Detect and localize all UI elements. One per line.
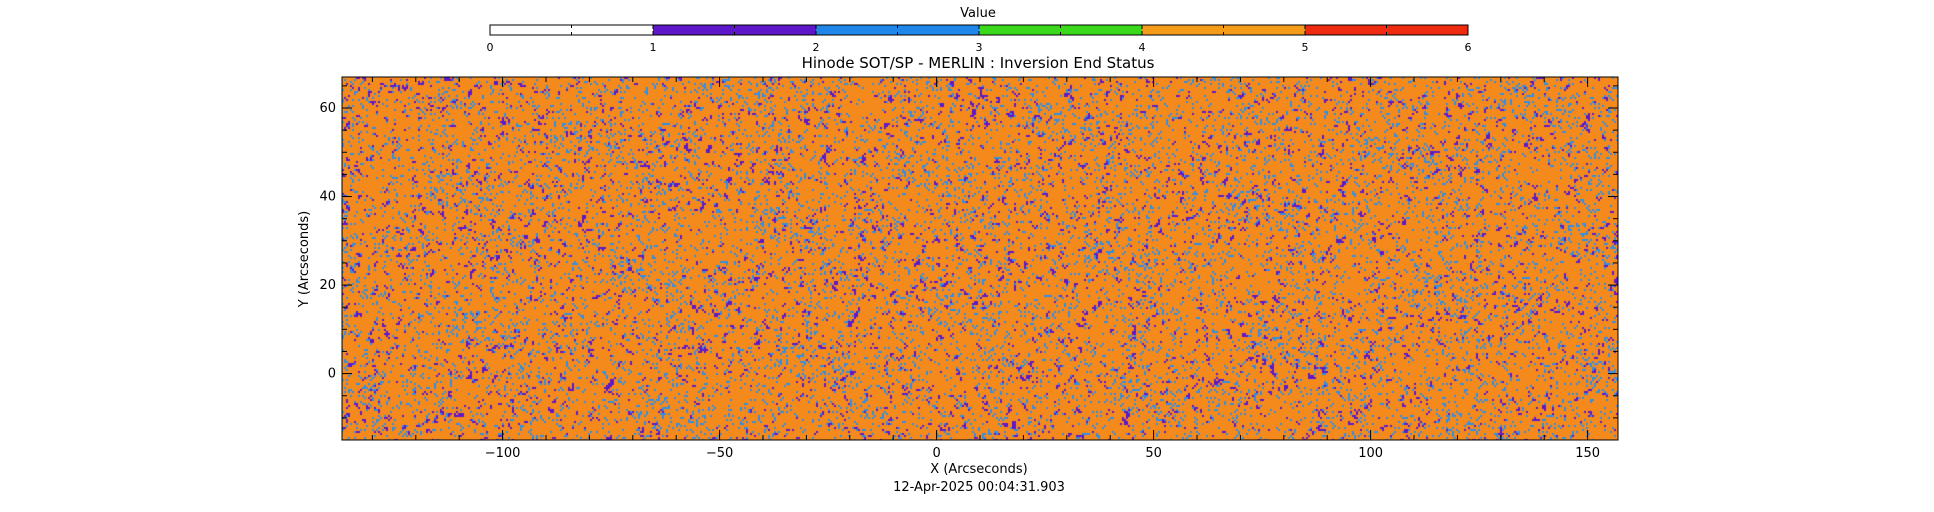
x-axis: −100 −50 0 50 100 150 (371, 77, 1600, 461)
x-axis-label: X (Arcseconds) (930, 462, 1027, 477)
x-tick-label: −100 (485, 446, 521, 461)
x-tick-label: 150 (1575, 446, 1600, 461)
colorbar-tick-label: 1 (650, 41, 657, 54)
colorbar-tick-label: 3 (976, 41, 983, 54)
x-tick-label: 100 (1358, 446, 1383, 461)
y-tick-label: 40 (319, 190, 336, 205)
colorbar-segment-0 (490, 25, 653, 35)
x-tick-label: 50 (1145, 446, 1162, 461)
y-axis: 0 20 40 60 (319, 85, 1618, 441)
timestamp-footer: 12-Apr-2025 00:04:31.903 (893, 480, 1065, 495)
y-tick-label: 0 (328, 367, 336, 382)
colorbar-tick-label: 4 (1139, 41, 1146, 54)
colorbar-tick-label: 0 (487, 41, 494, 54)
colorbar-segment-2 (816, 25, 979, 35)
x-tick-label: −50 (706, 446, 733, 461)
colorbar-tick-label: 2 (813, 41, 820, 54)
y-tick-label: 20 (319, 278, 336, 293)
colorbar-tick-label: 5 (1302, 41, 1309, 54)
colorbar: 0 1 2 3 4 5 6 (487, 24, 1472, 54)
colorbar-segment-1 (653, 25, 816, 35)
colorbar-label: Value (960, 6, 996, 21)
colorbar-segment-4 (1142, 25, 1305, 35)
y-tick-label: 60 (319, 101, 336, 116)
colorbar-segment-5 (1305, 25, 1468, 35)
y-axis-label: Y (Arcseconds) (297, 211, 312, 308)
heatmap-area (341, 76, 1619, 441)
colorbar-segment-3 (979, 25, 1142, 35)
colorbar-tick-label: 6 (1465, 41, 1472, 54)
x-tick-label: 0 (932, 446, 940, 461)
chart-title: Hinode SOT/SP - MERLIN : Inversion End S… (802, 54, 1155, 72)
heatmap-image (342, 77, 1618, 440)
